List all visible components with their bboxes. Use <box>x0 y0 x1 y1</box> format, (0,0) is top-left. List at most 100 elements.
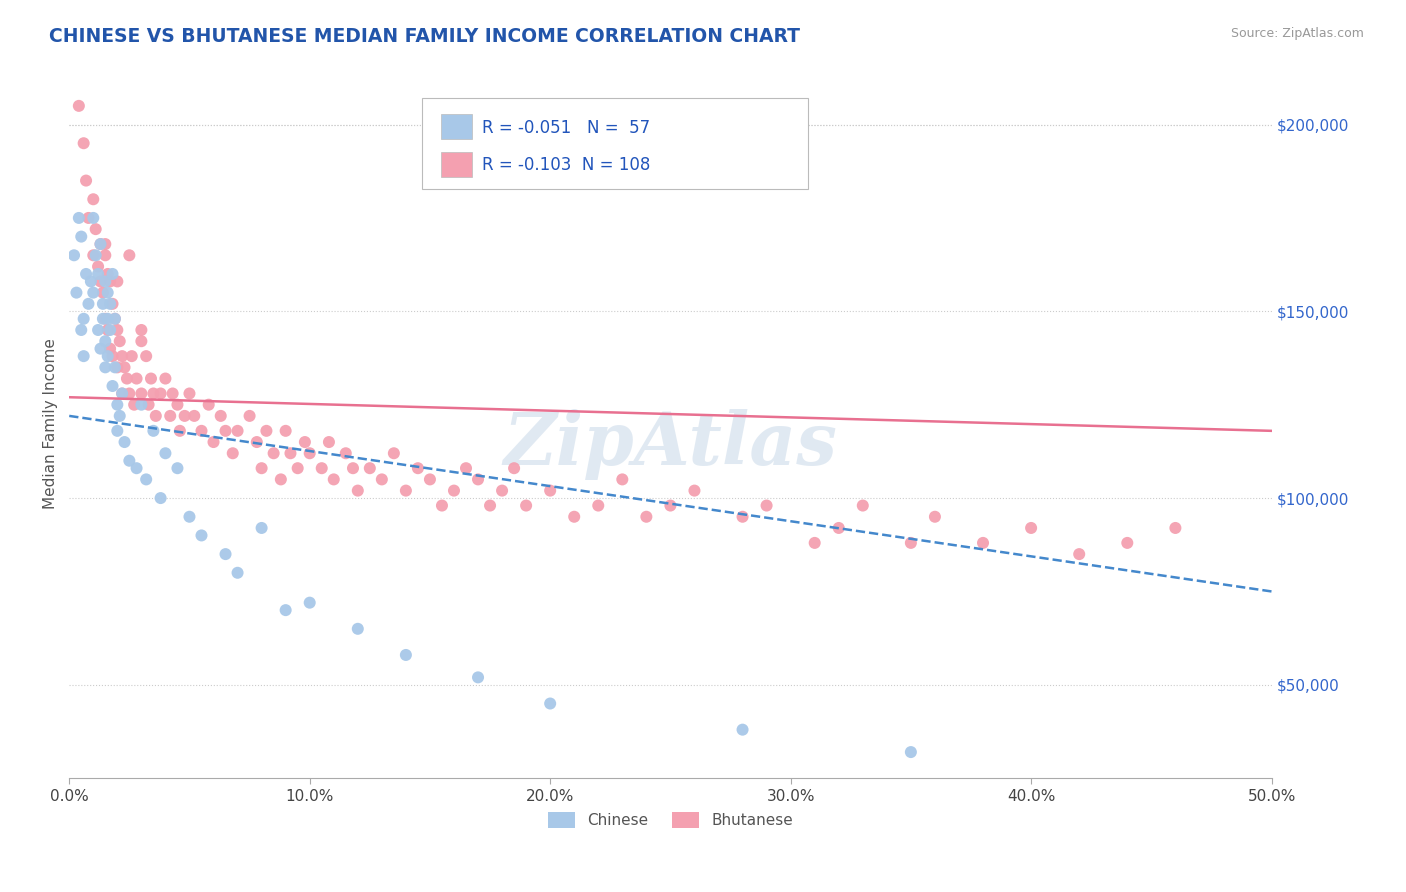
Point <box>94 360 117 375</box>
Point <box>342 461 364 475</box>
Y-axis label: Median Family Income: Median Family Income <box>44 338 58 508</box>
Point <box>84 222 107 236</box>
Point <box>87 267 110 281</box>
Point <box>65 285 87 300</box>
Point <box>75 267 97 281</box>
Point <box>443 483 465 498</box>
Point <box>274 603 297 617</box>
Point <box>430 499 453 513</box>
Point <box>73 311 96 326</box>
Text: ZipAtlas: ZipAtlas <box>503 409 838 480</box>
Point <box>179 386 201 401</box>
Point <box>503 461 526 475</box>
Point <box>97 267 120 281</box>
Point <box>104 360 127 375</box>
Point <box>94 237 117 252</box>
Point <box>318 435 340 450</box>
Point <box>454 461 477 475</box>
Point <box>250 461 273 475</box>
Legend: Chinese, Bhutanese: Chinese, Bhutanese <box>541 806 799 834</box>
Point <box>97 349 120 363</box>
Point <box>108 334 131 349</box>
Point <box>77 297 100 311</box>
Point <box>94 311 117 326</box>
Point <box>125 371 148 385</box>
Point <box>135 349 157 363</box>
Point <box>111 386 134 401</box>
Point <box>98 275 121 289</box>
Point <box>67 99 90 113</box>
Point <box>77 211 100 225</box>
Point <box>467 472 489 486</box>
Point <box>139 371 162 385</box>
Point <box>105 424 128 438</box>
Point <box>335 446 357 460</box>
Point <box>731 723 754 737</box>
Point <box>612 472 634 486</box>
Point <box>73 349 96 363</box>
Point <box>111 349 134 363</box>
Point <box>246 435 269 450</box>
Point <box>395 648 418 662</box>
Point <box>82 285 104 300</box>
Point <box>155 446 177 460</box>
Point <box>659 499 682 513</box>
Point <box>122 398 145 412</box>
Point <box>82 248 104 262</box>
Point <box>75 173 97 187</box>
Point <box>900 536 922 550</box>
Point <box>209 409 232 423</box>
Point <box>190 528 212 542</box>
Point <box>149 491 172 505</box>
Point <box>382 446 405 460</box>
Point <box>98 297 121 311</box>
Point <box>94 334 117 349</box>
Point <box>108 409 131 423</box>
Point <box>202 435 225 450</box>
Point <box>159 409 181 423</box>
Point <box>169 424 191 438</box>
Point <box>145 409 167 423</box>
Point <box>183 409 205 423</box>
Point <box>214 424 236 438</box>
Point <box>972 536 994 550</box>
Text: Source: ZipAtlas.com: Source: ZipAtlas.com <box>1230 27 1364 40</box>
Point <box>1019 521 1042 535</box>
Text: R = -0.103  N = 108: R = -0.103 N = 108 <box>482 156 651 174</box>
Point <box>538 697 561 711</box>
Point <box>89 237 111 252</box>
Point <box>197 398 219 412</box>
Point <box>731 509 754 524</box>
Point <box>142 424 165 438</box>
Point <box>73 136 96 151</box>
Point <box>114 360 136 375</box>
Point <box>70 229 93 244</box>
Point <box>322 472 344 486</box>
Point <box>87 260 110 274</box>
Point <box>636 509 658 524</box>
Point <box>755 499 778 513</box>
Point <box>94 275 117 289</box>
Point <box>515 499 537 513</box>
Point <box>298 446 321 460</box>
Point <box>683 483 706 498</box>
Point <box>828 521 851 535</box>
Point <box>166 461 188 475</box>
Point <box>852 499 875 513</box>
Point <box>226 566 249 580</box>
Point <box>131 386 153 401</box>
Point <box>89 237 111 252</box>
Point <box>98 323 121 337</box>
Point <box>222 446 245 460</box>
Point <box>87 323 110 337</box>
Point <box>142 386 165 401</box>
Point <box>538 483 561 498</box>
Point <box>105 360 128 375</box>
Point <box>263 446 285 460</box>
Point <box>131 323 153 337</box>
Point <box>562 509 585 524</box>
Point <box>254 424 277 438</box>
Point <box>105 275 128 289</box>
Point <box>346 622 368 636</box>
Point <box>97 323 120 337</box>
